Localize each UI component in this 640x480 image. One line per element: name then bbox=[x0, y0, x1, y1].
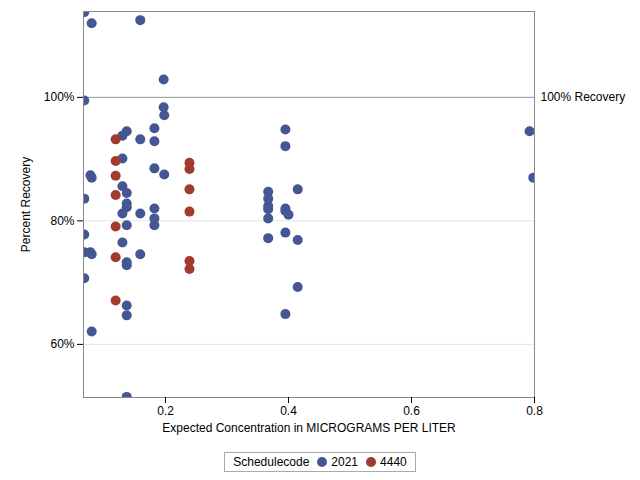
html-text:Schedulecode: Schedulecode bbox=[233, 455, 310, 469]
svg-text:Expected Concentration in MICR: Expected Concentration in MICROGRAMS PER… bbox=[162, 421, 456, 435]
html-text:2021: 2021 bbox=[331, 455, 358, 469]
svg-text:0.6: 0.6 bbox=[403, 404, 420, 418]
svg-text:100%: 100% bbox=[44, 90, 75, 104]
html-text:4440: 4440 bbox=[380, 455, 407, 469]
svg-text:0.2: 0.2 bbox=[157, 404, 174, 418]
svg-text:0.8: 0.8 bbox=[526, 404, 543, 418]
svg-text:0.4: 0.4 bbox=[280, 404, 297, 418]
svg-text:80%: 80% bbox=[50, 214, 74, 228]
svg-text:60%: 60% bbox=[50, 337, 74, 351]
svg-text:Percent Recovery: Percent Recovery bbox=[19, 157, 33, 252]
svg-text:100% Recovery: 100% Recovery bbox=[541, 90, 626, 104]
